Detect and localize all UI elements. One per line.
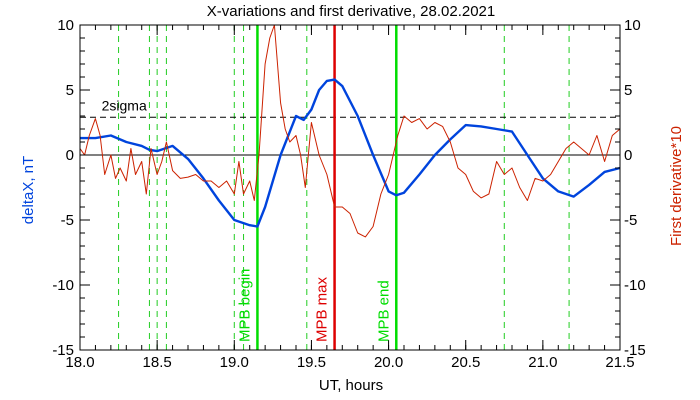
y-left-tick-label: -10 <box>52 277 74 294</box>
mpb-marker-label: MPB end <box>375 280 392 342</box>
mpb-marker-label: MPB max <box>314 276 331 342</box>
chart-title: X-variations and first derivative, 28.02… <box>207 3 496 20</box>
y-right-tick-label: 0 <box>624 147 632 164</box>
x-axis-label: UT, hours <box>319 377 383 394</box>
y-right-tick-label: -5 <box>624 212 637 229</box>
y-axis-left-label: deltaX, nT <box>20 156 37 224</box>
y-left-tick-label: 10 <box>57 17 74 34</box>
labels: 2sigma MPB begin MPB max MPB end 18.0 18.5 19.… <box>52 17 645 371</box>
y-right-tick-label: -10 <box>624 277 646 294</box>
marker-lines <box>80 25 620 350</box>
y-left-tick-label: -15 <box>52 342 74 359</box>
x-tick-label: 18.0 <box>65 354 94 371</box>
x-tick-label: 19.5 <box>297 354 326 371</box>
y-right-tick-label: -15 <box>624 342 646 359</box>
y-left-tick-label: 0 <box>66 147 74 164</box>
axes <box>79 24 621 351</box>
y-axis-right-label: First derivative*10 <box>668 126 685 246</box>
y-right-tick-label: 10 <box>624 17 641 34</box>
mpb-marker-label: MPB begin <box>236 269 253 342</box>
sigma-label: 2sigma <box>102 97 147 113</box>
x-tick-label: 21.5 <box>605 354 634 371</box>
y-left-tick-label: 5 <box>66 82 74 99</box>
x-tick-label: 19.0 <box>220 354 249 371</box>
x-tick-label: 20.0 <box>374 354 403 371</box>
x-tick-label: 20.5 <box>451 354 480 371</box>
derivative-series-line <box>79 24 621 238</box>
y-right-tick-label: 5 <box>624 82 632 99</box>
deltax-series-line <box>80 78 621 228</box>
x-tick-label: 21.0 <box>528 354 557 371</box>
plot-frame <box>79 24 621 351</box>
y-left-tick-label: -5 <box>61 212 74 229</box>
series-lines <box>79 24 621 238</box>
x-tick-label: 18.5 <box>143 354 172 371</box>
